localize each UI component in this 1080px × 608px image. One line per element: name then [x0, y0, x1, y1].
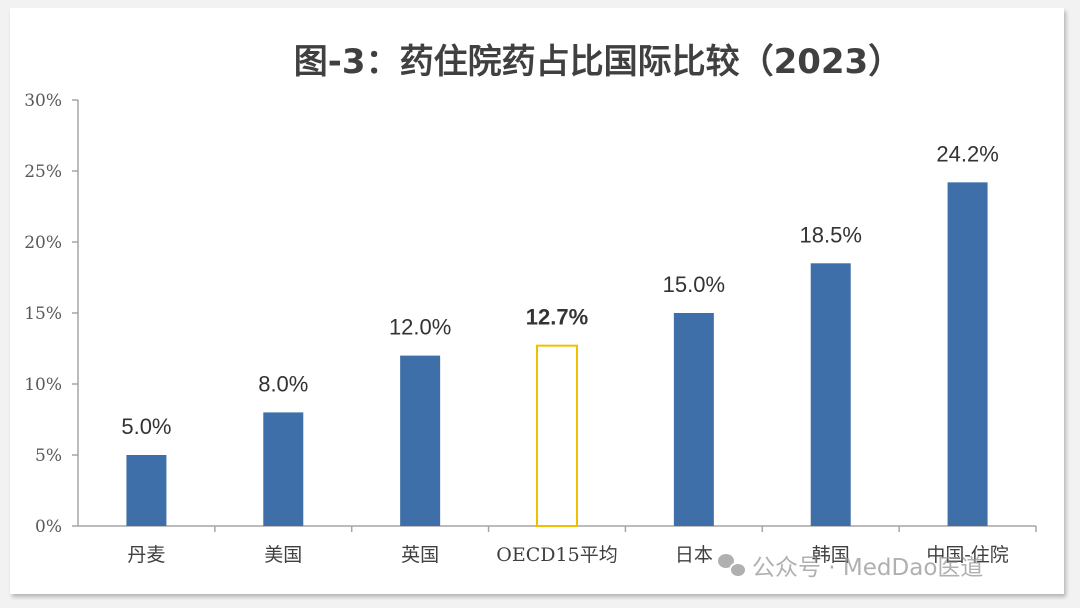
y-tick-label: 20% [24, 233, 62, 253]
bar [263, 412, 304, 526]
y-axis: 0% 5% 10% 15% 20% 25% 30% [24, 91, 79, 537]
y-tick-label: 25% [24, 162, 62, 182]
bar [400, 355, 441, 526]
data-label: 8.0% [258, 371, 308, 396]
data-label-highlight: 12.7% [526, 305, 588, 330]
data-label: 15.0% [663, 272, 725, 297]
bar [126, 455, 167, 526]
data-label: 12.0% [389, 315, 451, 340]
x-tick-label: 英国 [401, 544, 439, 566]
wechat-icon [718, 554, 747, 578]
x-tick-label: 日本 [675, 544, 713, 566]
data-label: 18.5% [800, 222, 862, 247]
y-tick-label: 0% [35, 517, 62, 537]
y-tick-label: 5% [35, 446, 62, 466]
x-tick-label: 中国-住院 [926, 544, 1008, 566]
bar-highlight [536, 344, 578, 527]
x-tick-label: 丹麦 [127, 544, 165, 566]
data-label: 24.2% [936, 141, 998, 166]
bar [810, 263, 851, 526]
x-axis: 丹麦 美国 英国 OECD15平均 日本 韩国 中国-住院 [78, 525, 1037, 566]
bar [947, 182, 988, 527]
bars [126, 182, 988, 527]
x-tick-label: 美国 [264, 544, 302, 566]
watermark: 公众号 · MedDao医道 [718, 548, 983, 582]
chart-title: 图-3：药住院药占比国际比较（2023） [293, 42, 903, 82]
x-tick-label: 韩国 [812, 544, 850, 566]
y-tick-label: 30% [24, 91, 62, 111]
y-tick-label: 15% [24, 304, 62, 324]
watermark-text: 公众号 · MedDao医道 [752, 555, 984, 581]
data-label: 5.0% [121, 414, 171, 439]
x-tick-label: OECD15平均 [496, 544, 617, 566]
bar [673, 313, 714, 526]
data-labels: 5.0% 8.0% 12.0% 12.7% 15.0% 18.5% 24.2% [121, 141, 998, 439]
y-tick-label: 10% [24, 375, 62, 395]
